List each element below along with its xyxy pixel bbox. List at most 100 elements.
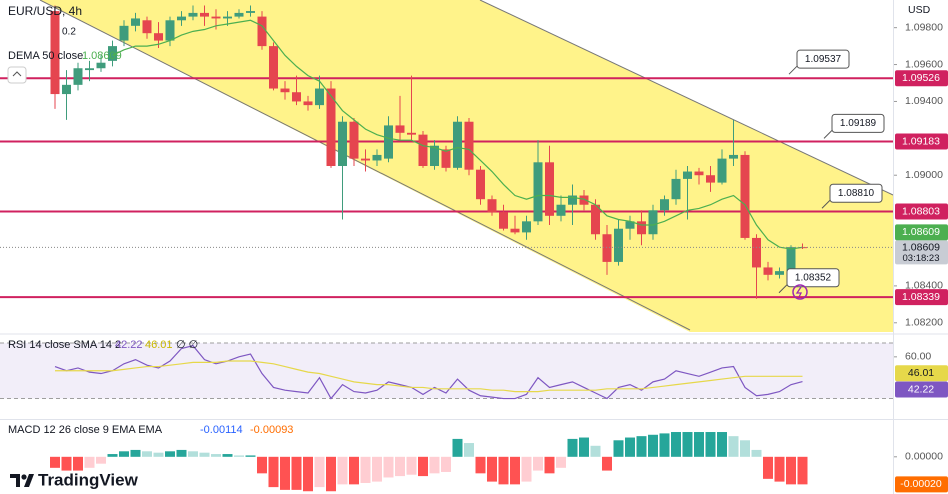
- y-tick-label: 1.09000: [905, 169, 943, 181]
- histogram-bar: [464, 443, 474, 457]
- candle-body: [246, 11, 255, 13]
- candle-body: [729, 154, 738, 159]
- candle-body: [637, 221, 646, 235]
- price-tag-label: 1.08803: [902, 205, 940, 217]
- candle-body: [763, 267, 773, 275]
- y-tick-label: 1.09800: [905, 21, 943, 33]
- candle-body: [165, 20, 175, 41]
- histogram-bar: [694, 432, 704, 457]
- candle-body: [660, 199, 669, 211]
- callout-pointer: [778, 284, 788, 294]
- rsi-line: [54, 345, 803, 400]
- histogram-bar: [740, 440, 750, 457]
- histogram-bar: [268, 456, 279, 488]
- candle-body: [211, 16, 221, 19]
- histogram-bar: [337, 456, 348, 485]
- price-tag-label: -0.00020: [900, 478, 942, 490]
- candle-body: [108, 46, 117, 61]
- callout-label: 1.08352: [795, 272, 832, 283]
- candle-body: [556, 204, 566, 216]
- alert-bolt: [795, 286, 803, 298]
- candle-body: [349, 121, 359, 159]
- histogram-bar: [567, 438, 578, 457]
- histogram-bar: [774, 456, 785, 482]
- alert-icon[interactable]: [792, 284, 808, 300]
- price-tag: [895, 289, 948, 306]
- price-tag: [895, 381, 948, 398]
- price-tag-label: 46.01: [908, 367, 934, 379]
- macd-legend-value: -0.00093: [250, 424, 293, 436]
- collapse-icon: [12, 71, 22, 77]
- candle-body: [591, 204, 600, 235]
- candle-body: [384, 125, 393, 159]
- currency: USD: [908, 4, 931, 16]
- dema-legend-value: 1.08609: [82, 50, 122, 62]
- legend-value: 0.2: [62, 27, 76, 38]
- histogram-bar: [188, 451, 198, 457]
- price-tag-label: 1.08609: [902, 226, 940, 238]
- candle-body: [303, 101, 313, 106]
- plot-layer: 1.09800 1.09600 1.09400 1.09000 1.08400 1.082…: [0, 5, 948, 493]
- histogram-bar: [717, 432, 727, 457]
- candle-body: [464, 121, 474, 170]
- histogram-bar: [257, 456, 267, 474]
- histogram-bar: [533, 456, 543, 471]
- histogram-bar: [786, 456, 796, 485]
- histogram-bar: [280, 456, 290, 490]
- candle-body: [257, 16, 267, 47]
- histogram-bar: [418, 456, 428, 477]
- histogram-bar: [314, 456, 325, 488]
- candle-body: [510, 228, 520, 233]
- histogram-bar: [613, 440, 624, 457]
- histogram-bar: [521, 456, 532, 482]
- callout-box: [796, 49, 850, 69]
- candle-body: [372, 154, 382, 161]
- candle-body: [407, 132, 416, 135]
- histogram-bar: [303, 456, 313, 492]
- candle-body: [614, 228, 623, 262]
- histogram-bar: [705, 432, 716, 457]
- brand-logo: TradingView: [6, 470, 139, 492]
- histogram-bar: [245, 455, 256, 457]
- histogram-bar: [602, 456, 612, 471]
- candle-body: [96, 62, 106, 69]
- histogram-bar: [372, 456, 382, 482]
- price-tag-label: 1.08609: [902, 242, 940, 254]
- callout-label: 1.09537: [805, 54, 842, 65]
- price-tag: [895, 224, 948, 241]
- candle-body: [234, 12, 244, 17]
- histogram-bar: [648, 434, 658, 457]
- callout-pointer: [821, 199, 831, 209]
- rsi-legend-value: 42.22: [115, 339, 143, 351]
- histogram-bar: [142, 451, 152, 457]
- candle-body: [326, 88, 336, 166]
- price-tag: [895, 203, 948, 220]
- histogram-bar: [326, 456, 336, 492]
- candle-body: [292, 92, 301, 102]
- candle-body: [338, 121, 347, 166]
- logo-mark: [10, 474, 20, 487]
- histogram-bar: [475, 456, 486, 474]
- price-tag: [895, 70, 948, 87]
- candle-body: [694, 171, 704, 176]
- histogram-bar: [452, 438, 463, 457]
- price-tag: [895, 365, 948, 382]
- logo-dot: [21, 474, 27, 480]
- candle-body: [131, 18, 140, 26]
- collapse-button[interactable]: [7, 66, 27, 84]
- macd-legend: MACD 12 26 close 9 EMA EMA: [8, 424, 163, 436]
- histogram-bar: [797, 456, 808, 485]
- candle-body: [533, 162, 543, 222]
- candle-body: [62, 84, 71, 95]
- histogram-bar: [487, 456, 497, 482]
- rsi-legend-value: 46.01: [145, 339, 173, 351]
- histogram-bar: [234, 455, 244, 457]
- candle-body: [579, 195, 589, 205]
- candle-body: [280, 88, 290, 93]
- histogram-bar: [510, 456, 520, 485]
- histogram-bar: [406, 456, 417, 475]
- histogram-bar: [429, 456, 440, 474]
- histogram-bar: [107, 454, 118, 457]
- histogram-bar: [383, 456, 394, 478]
- histogram-bar: [119, 451, 129, 457]
